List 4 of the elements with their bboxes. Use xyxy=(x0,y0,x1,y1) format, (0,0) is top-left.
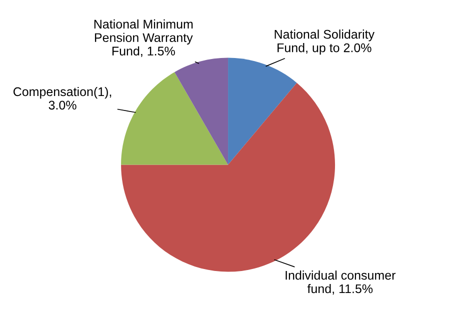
slice-label: National Solidarity Fund, up to 2.0% xyxy=(274,30,374,55)
slice-label: Compensation(1), 3.0% xyxy=(13,86,112,110)
slice-label: National Minimum Pension Warranty Fund, 1.5% xyxy=(94,19,193,57)
slice-label: Individual consumer fund, 11.5% xyxy=(286,270,396,295)
